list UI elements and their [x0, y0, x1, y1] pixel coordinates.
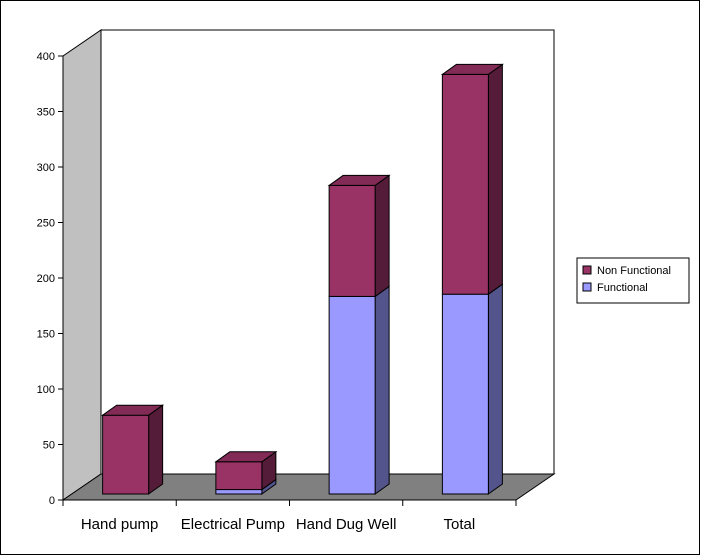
- y-tick-label: 150: [37, 329, 55, 341]
- y-tick-label: 350: [37, 107, 55, 119]
- bar-side: [487, 283, 503, 495]
- bar-top: [327, 174, 391, 186]
- legend-swatch: [582, 265, 592, 275]
- legend-label: Functional: [597, 282, 648, 294]
- bar-side: [148, 404, 164, 495]
- y-tick-label: 0: [49, 495, 55, 507]
- bar-side: [374, 174, 390, 298]
- legend-label: Non Functional: [597, 265, 671, 277]
- bar: [328, 295, 376, 495]
- y-tick-label: 50: [43, 440, 55, 452]
- x-tick-label: Total: [444, 516, 476, 533]
- legend-box: [576, 257, 690, 304]
- y-tick-label: 250: [37, 218, 55, 230]
- bar: [328, 184, 376, 297]
- x-tick-label: Hand pump: [81, 516, 159, 533]
- bar-top: [214, 451, 278, 463]
- x-tick-label: Electrical Pump: [181, 516, 285, 533]
- x-tick-label: Hand Dug Well: [296, 516, 397, 533]
- bar-top: [101, 404, 165, 416]
- bar: [102, 414, 150, 495]
- bar: [215, 461, 263, 491]
- bar-side: [374, 285, 390, 495]
- bar: [441, 73, 489, 295]
- bar-side: [487, 63, 503, 296]
- y-tick-label: 200: [37, 273, 55, 285]
- bar-top: [440, 63, 504, 75]
- y-tick-label: 300: [37, 162, 55, 174]
- bar: [215, 489, 263, 495]
- bar: [441, 293, 489, 495]
- legend-swatch: [582, 282, 592, 292]
- side-wall: [62, 29, 102, 501]
- y-tick-label: 400: [37, 51, 55, 63]
- legend: Non Functional Functional: [576, 257, 690, 304]
- y-tick-label: 100: [37, 384, 55, 396]
